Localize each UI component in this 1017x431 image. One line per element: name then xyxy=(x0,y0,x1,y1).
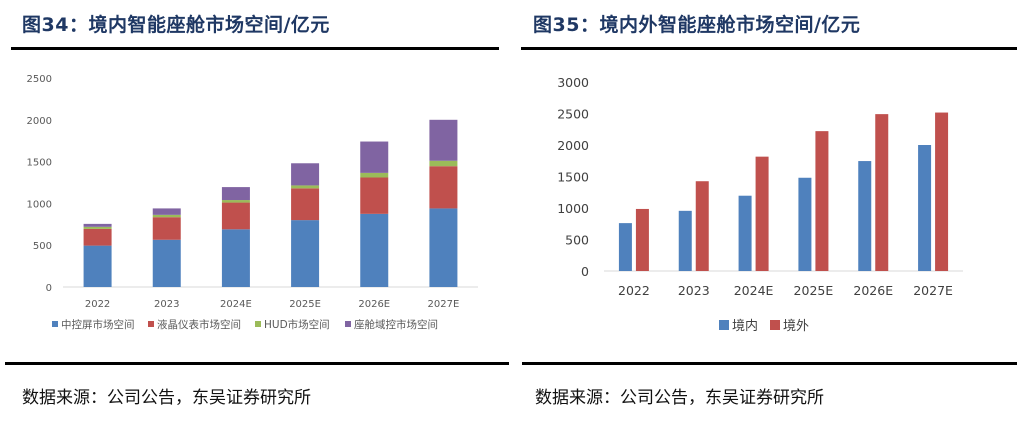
legend-label: 境内 xyxy=(732,318,758,334)
x-tick-label: 2024E xyxy=(734,283,774,298)
bar-segment xyxy=(360,172,389,178)
y-tick-label: 3000 xyxy=(557,75,589,90)
bar xyxy=(935,112,949,272)
x-tick-label: 2023 xyxy=(154,299,179,310)
bar xyxy=(875,114,889,271)
x-tick-label: 2026E xyxy=(853,283,893,298)
bar xyxy=(755,156,769,271)
right-chart-title: 图35：境内外智能座舱市场空间/亿元 xyxy=(533,14,861,36)
bar-segment xyxy=(152,214,181,218)
x-tick-label: 2022 xyxy=(618,283,650,298)
legend-swatch xyxy=(255,321,261,327)
bar xyxy=(858,161,872,271)
bar xyxy=(738,195,752,271)
y-tick-label: 1500 xyxy=(557,170,589,185)
x-tick-label: 2023 xyxy=(678,283,710,298)
bar-segment xyxy=(429,160,458,167)
bar-segment xyxy=(291,220,320,287)
legend-swatch xyxy=(345,321,351,327)
bar-segment xyxy=(360,141,389,173)
legend-label: 境外 xyxy=(783,319,809,334)
legend-label: 座舱域控市场空间 xyxy=(354,318,438,331)
bar xyxy=(918,145,932,271)
bar-segment xyxy=(360,213,389,287)
legend-label: HUD市场空间 xyxy=(264,318,330,331)
bar-segment xyxy=(291,163,320,186)
bar-segment xyxy=(429,208,458,287)
legend-swatch xyxy=(719,320,729,330)
x-tick-label: 2027E xyxy=(428,299,460,310)
legend-swatch xyxy=(770,320,780,330)
stacked-bar-chart: 0 500 1000 1500 2000 2500 2022 2023 2024E 2025E 20… xyxy=(27,74,478,331)
bar-segment xyxy=(221,187,250,201)
y-tick-label: 1000 xyxy=(557,201,589,216)
right-bottom-rule xyxy=(522,362,1017,365)
bar-segment xyxy=(83,226,112,229)
bar-segment xyxy=(83,223,112,227)
bar xyxy=(695,181,709,271)
right-title-rule xyxy=(521,47,1017,50)
bar-segment xyxy=(152,208,181,215)
y-tick-label: 1500 xyxy=(27,158,52,169)
x-tick-label: 2022 xyxy=(85,299,110,310)
x-tick-label: 2025E xyxy=(794,283,834,298)
bar-segment xyxy=(360,177,389,214)
bar-segment xyxy=(429,119,458,161)
x-tick-label: 2024E xyxy=(220,299,252,310)
y-tick-label: 2000 xyxy=(27,116,52,127)
bar xyxy=(678,210,692,271)
bar-segment xyxy=(83,228,112,246)
y-tick-label: 2500 xyxy=(27,74,52,85)
x-tick-label: 2027E xyxy=(913,283,953,298)
left-chart-title: 图34：境内智能座舱市场空间/亿元 xyxy=(22,14,330,36)
y-tick-label: 2500 xyxy=(557,107,589,122)
bar xyxy=(618,223,632,271)
y-tick-label: 0 xyxy=(46,283,52,294)
bar-segment xyxy=(221,229,250,287)
y-tick-label: 500 xyxy=(565,233,589,248)
left-source-note: 数据来源：公司公告，东吴证券研究所 xyxy=(22,388,311,408)
y-tick-label: 2000 xyxy=(557,138,589,153)
bar-segment xyxy=(291,185,320,189)
bar xyxy=(815,131,829,271)
bar-segment xyxy=(291,188,320,221)
bar-segment xyxy=(221,202,250,230)
grouped-bar-chart: 0 500 1000 1500 2000 2500 3000 2022 2023 2024E 202… xyxy=(557,75,963,334)
legend-label: 中控屏市场空间 xyxy=(61,318,135,331)
bar-segment xyxy=(83,245,112,287)
y-tick-label: 500 xyxy=(33,241,52,252)
x-tick-label: 2025E xyxy=(289,299,321,310)
bar-segment xyxy=(152,217,181,240)
legend-swatch xyxy=(148,321,154,327)
bar-segment xyxy=(152,239,181,287)
legend-label: 液晶仪表市场空间 xyxy=(157,318,241,331)
left-title-rule xyxy=(11,47,499,50)
left-bottom-rule xyxy=(5,362,509,365)
bar xyxy=(798,177,812,271)
bar xyxy=(635,208,649,271)
y-tick-label: 0 xyxy=(581,264,589,279)
x-tick-label: 2026E xyxy=(358,299,390,310)
bar-segment xyxy=(429,166,458,209)
bar-segment xyxy=(221,200,250,203)
y-tick-label: 1000 xyxy=(27,199,52,210)
right-source-note: 数据来源：公司公告，东吴证券研究所 xyxy=(535,388,824,408)
legend-swatch xyxy=(52,321,58,327)
